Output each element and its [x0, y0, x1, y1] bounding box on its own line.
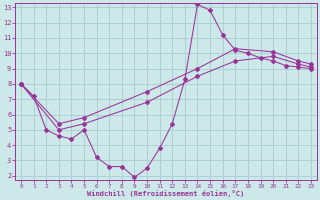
X-axis label: Windchill (Refroidissement éolien,°C): Windchill (Refroidissement éolien,°C) — [87, 190, 244, 197]
